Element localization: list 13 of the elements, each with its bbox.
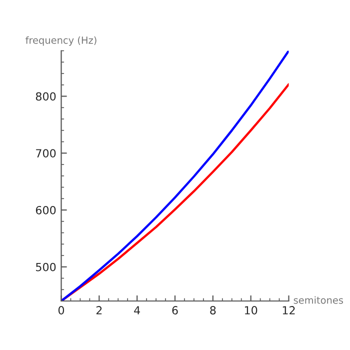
x-tick-label: 6 (172, 306, 178, 314)
x-tick-label: 12 (282, 306, 295, 314)
y-tick-label: 500 (36, 262, 56, 272)
x-tick-label: 4 (134, 306, 140, 314)
y-tick-label: 700 (36, 149, 56, 158)
x-tick-label: 0 (58, 306, 64, 314)
y-tick-label: 800 (36, 92, 56, 101)
y-tick-label: 600 (36, 206, 56, 214)
y-axis-title: frequency (Hz) (26, 36, 96, 46)
x-tick-label: 2 (96, 306, 102, 314)
x-tick-label: 8 (210, 306, 216, 314)
x-tick-label: 10 (244, 306, 258, 314)
x-axis-title: semitones (294, 296, 344, 304)
